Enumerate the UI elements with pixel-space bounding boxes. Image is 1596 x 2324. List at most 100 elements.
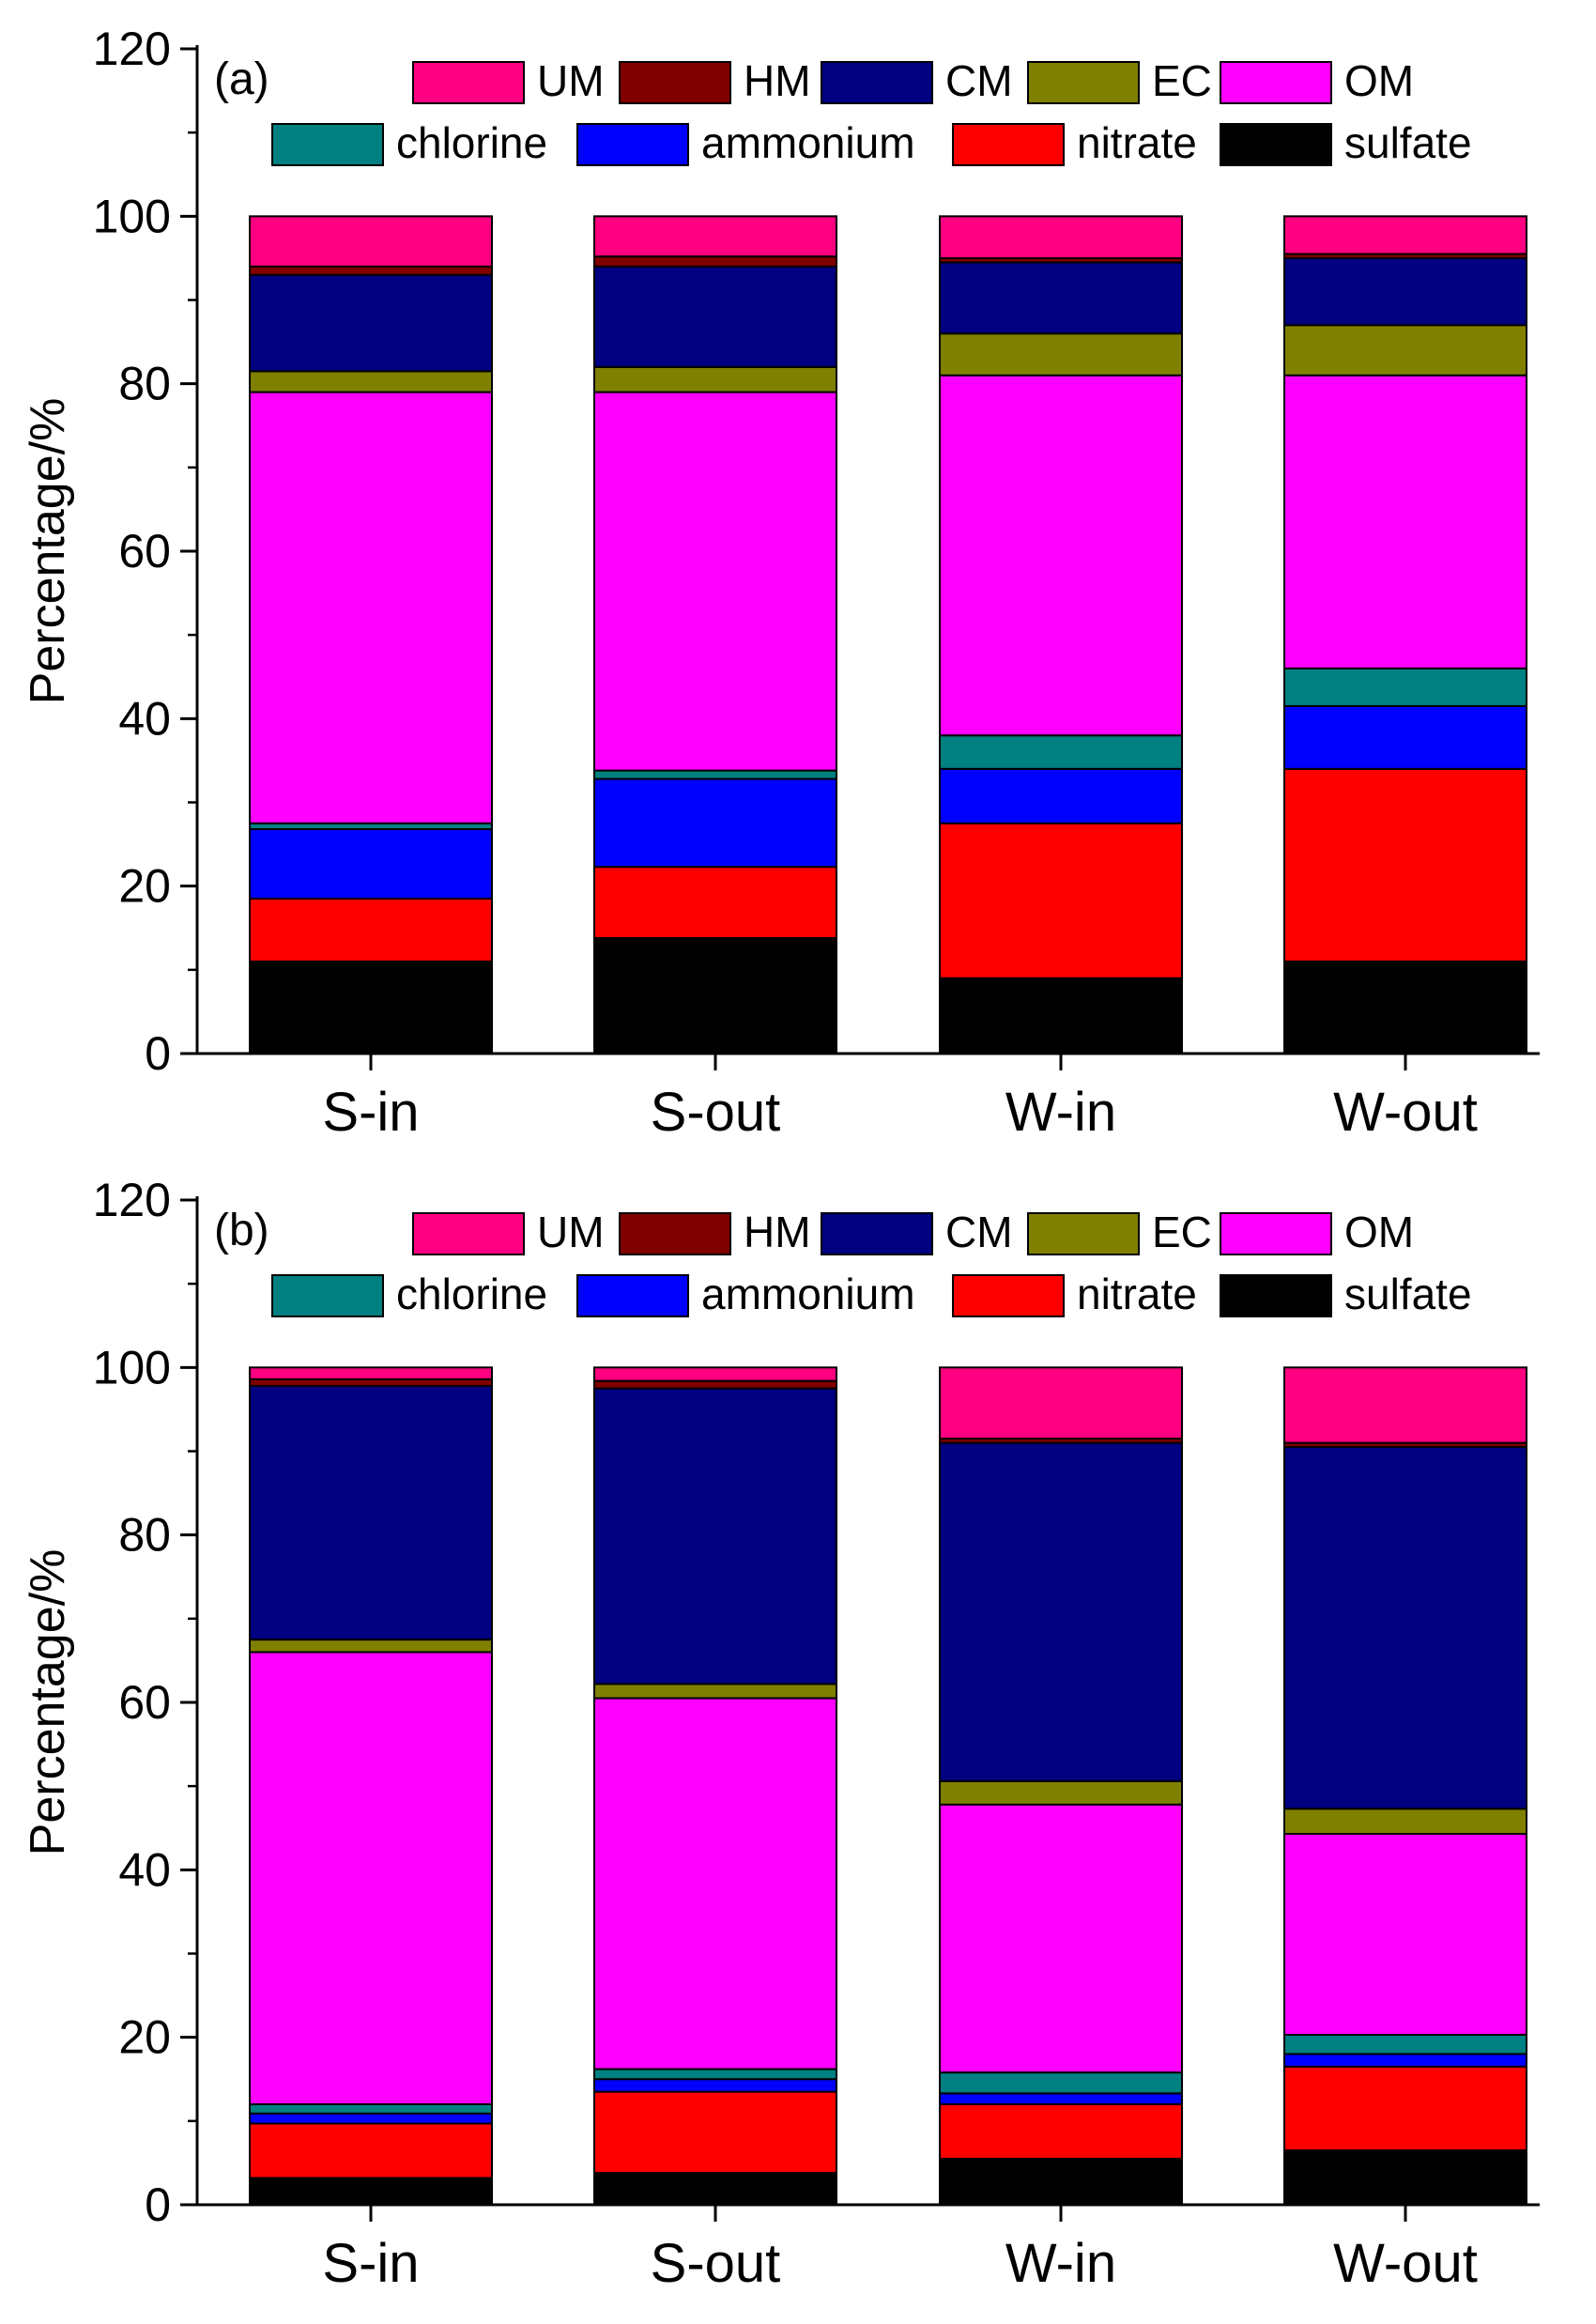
bar-segment-s-in-nitrate [249,2122,493,2179]
bar-segment-s-out-um [593,1366,837,1382]
category-label-s-in: S-in [322,2233,419,2294]
bar-segment-w-out-sulfate [1283,960,1527,1055]
bar-segment-s-in-ec [249,370,493,393]
bar-segment-w-out-um [1283,1366,1527,1444]
legend-swatch-ec [1027,61,1140,104]
legend-swatch-ammonium [576,123,689,166]
bar-segment-s-out-hm [593,1379,837,1390]
y-tick-label: 60 [118,525,171,577]
bar-segment-w-out-chlorine [1283,2033,1527,2055]
y-tick-label: 100 [93,190,171,242]
panel-label: (b) [214,1206,269,1255]
bar-segment-s-in-ammonium [249,828,493,900]
bar-segment-s-in-om [249,391,493,824]
bar-segment-s-out-cm [593,265,837,368]
legend-swatch-cm [821,1212,933,1255]
bar-segment-w-in-um [939,215,1183,259]
legend-swatch-ec [1027,1212,1140,1255]
legend-label-cm: CM [945,56,1013,105]
y-axis-title: Percentage/% [21,398,75,705]
legend-label-nitrate: nitrate [1077,1270,1197,1318]
legend-label-chlorine: chlorine [396,1270,547,1318]
legend-label-ammonium: ammonium [701,118,915,167]
legend-label-ec: EC [1152,1208,1212,1256]
legend-swatch-chlorine [271,1274,384,1317]
legend-label-um: UM [537,1208,605,1256]
y-tick-label: 100 [93,1341,171,1393]
y-tick-label: 120 [93,1174,171,1226]
category-label-s-out: S-out [651,2233,781,2294]
category-label-s-in: S-in [322,1082,419,1143]
legend-swatch-um [412,61,525,104]
bar-segment-w-in-sulfate [939,977,1183,1054]
y-axis-title: Percentage/% [21,1549,75,1856]
y-tick-label: 40 [118,1843,171,1896]
bar-segment-w-out-nitrate [1283,2065,1527,2152]
bar-segment-w-in-ec [939,1779,1183,1806]
legend-label-sulfate: sulfate [1344,1270,1472,1318]
bar-segment-w-in-chlorine [939,2071,1183,2095]
y-tick-label: 60 [118,1676,171,1729]
bar-segment-s-out-sulfate [593,2172,837,2207]
bar-segment-s-out-ec [593,1683,837,1700]
bar-segment-s-in-ec [249,1639,493,1654]
bar-segment-s-out-nitrate [593,2090,837,2175]
legend-swatch-ammonium [576,1274,689,1317]
bar-segment-w-in-cm [939,261,1183,335]
bar-segment-s-out-cm [593,1387,837,1685]
bar-segment-s-out-chlorine [593,2068,837,2081]
bar-segment-w-out-ec [1283,324,1527,377]
legend-swatch-nitrate [952,1274,1065,1317]
legend-label-chlorine: chlorine [396,118,547,167]
bar-segment-w-out-ammonium [1283,2053,1527,2068]
bar-segment-w-in-ammonium [939,767,1183,824]
y-tick-label: 120 [93,23,171,75]
y-tick-label: 20 [118,860,171,913]
legend-swatch-sulfate [1220,123,1332,166]
y-tick-label: 80 [118,358,171,410]
bar-segment-s-in-hm [249,265,493,276]
bar-segment-s-out-sulfate [593,936,837,1055]
bar-segment-s-in-ammonium [249,2112,493,2125]
bar-segment-s-out-om [593,1697,837,2070]
chart-panel-a: 0 20 40 60 80 100 120 S-in S-out W-in W-out Percent… [21,23,1540,1143]
bar-segment-s-in-um [249,215,493,268]
bar-segment-w-in-um [939,1366,1183,1440]
legend-swatch-cm [821,61,933,104]
legend-label-cm: CM [945,1208,1013,1256]
bar-segment-w-out-nitrate [1283,767,1527,962]
bar-segment-s-out-um [593,215,837,258]
legend-label-ammonium: ammonium [701,1270,915,1318]
legend-label-hm: HM [744,1208,811,1256]
legend-swatch-nitrate [952,123,1065,166]
chart-panel-b: 0 20 40 60 80 100 120 S-in S-out W-in W-out Percent… [21,1174,1540,2294]
y-tick-label: 20 [118,2011,171,2064]
legend-label-sulfate: sulfate [1344,118,1472,167]
bar-segment-w-out-om [1283,1832,1527,2036]
y-tick-label: 40 [118,692,171,745]
bar-segment-s-in-chlorine [249,2103,493,2115]
y-tick-label: 0 [145,1027,171,1080]
bar-segment-s-in-nitrate [249,898,493,962]
bar-segment-w-in-nitrate [939,822,1183,979]
bar-segment-s-out-ec [593,365,837,393]
category-label-w-in: W-in [1005,1082,1116,1143]
bar-segment-s-in-sulfate [249,960,493,1055]
y-tick-label: 80 [118,1509,171,1562]
bar-segment-w-out-sulfate [1283,2149,1527,2207]
panel-label: (a) [214,54,269,104]
legend-label-om: OM [1344,56,1414,105]
bar-segment-w-out-chlorine [1283,667,1527,707]
legend-label-hm: HM [744,56,811,105]
legend-label-om: OM [1344,1208,1414,1256]
legend-label-nitrate: nitrate [1077,118,1197,167]
bar-segment-s-in-cm [249,1384,493,1641]
bar-segment-s-in-sulfate [249,2177,493,2206]
bar-segment-s-in-om [249,1651,493,2105]
bar-segment-s-in-cm [249,273,493,373]
category-label-w-out: W-out [1333,1082,1478,1143]
legend-swatch-om [1220,1212,1332,1255]
legend-swatch-hm [619,1212,731,1255]
bar-segment-w-out-ec [1283,1808,1527,1835]
bar-segment-w-out-cm [1283,1446,1527,1810]
